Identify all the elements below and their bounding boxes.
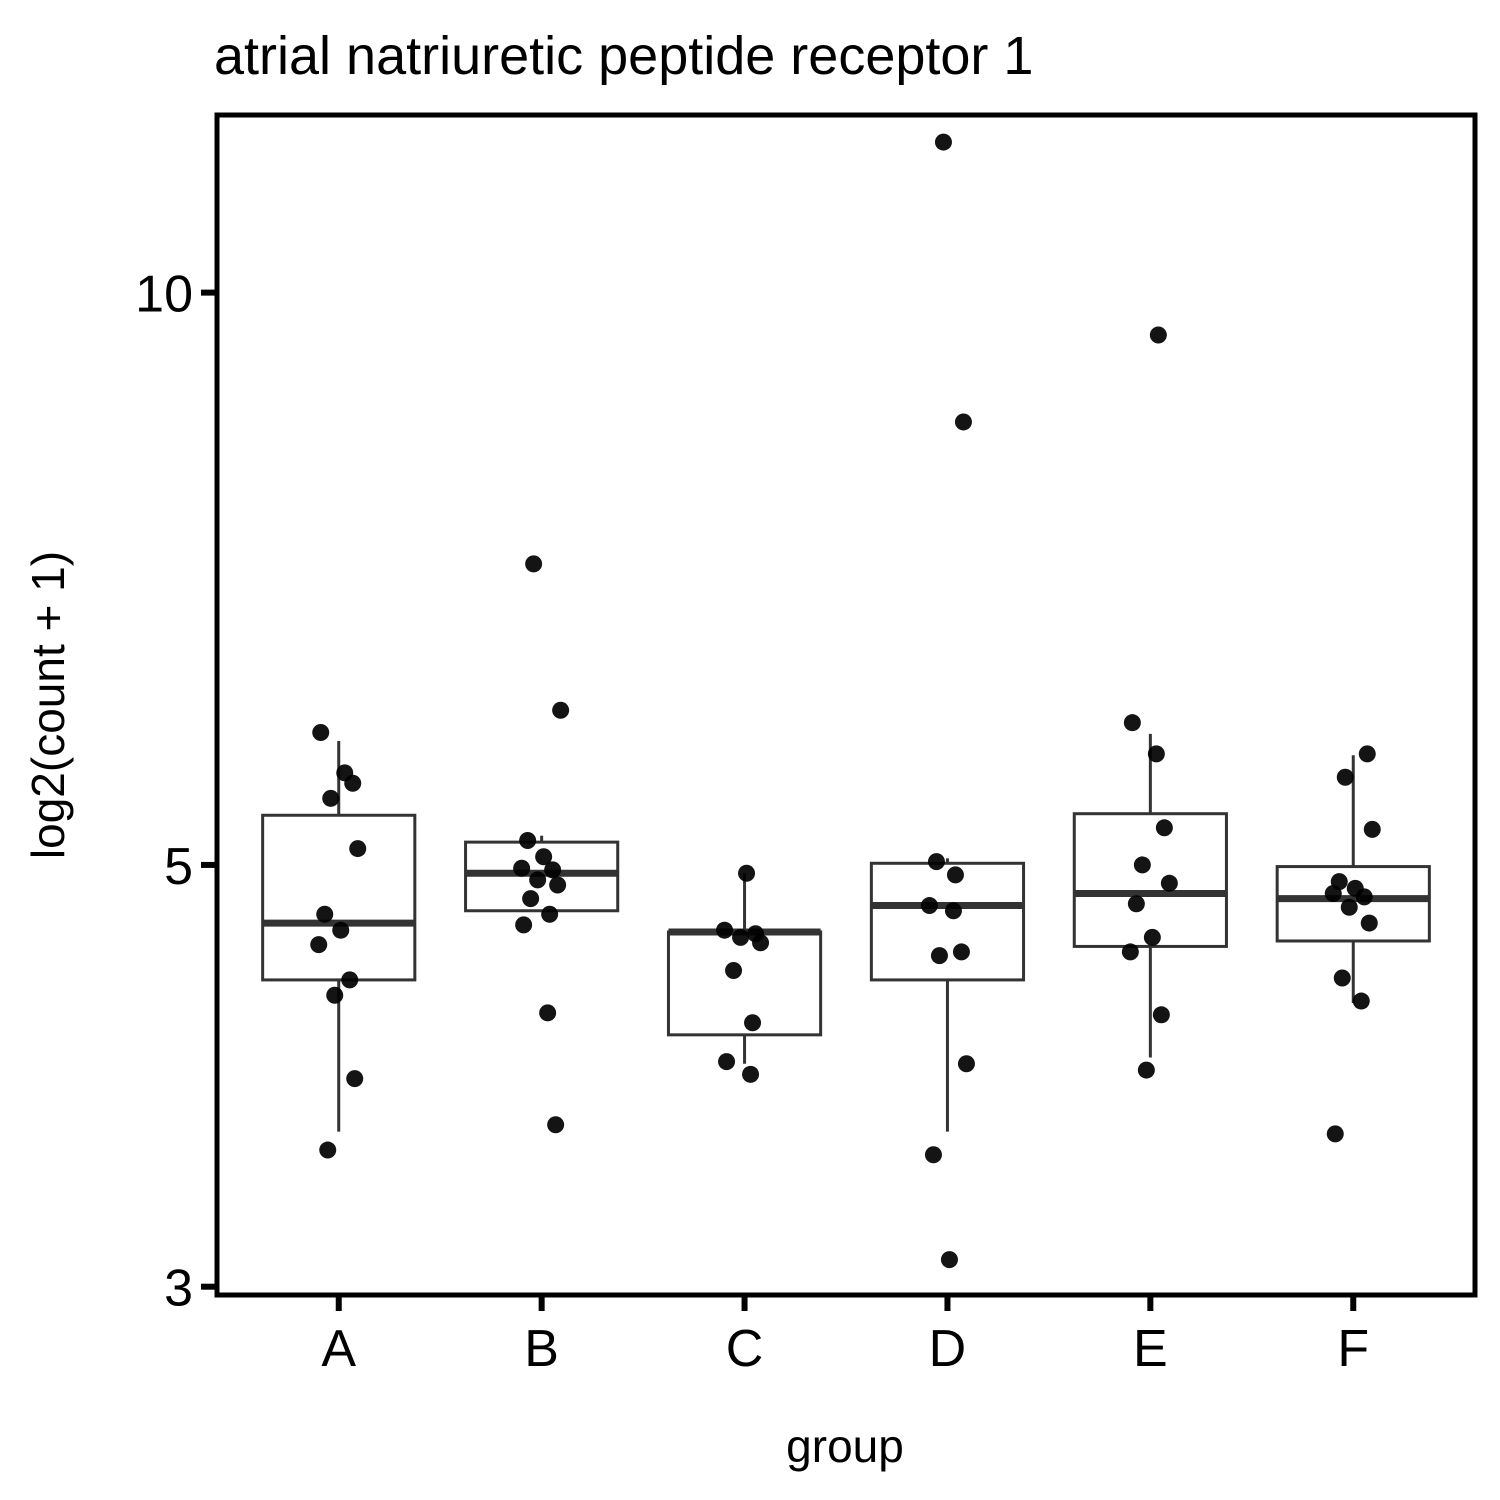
- axes: 3 5 10 A B C D E F: [135, 266, 1369, 1378]
- data-point: [326, 986, 344, 1004]
- data-point: [920, 897, 938, 915]
- points-A: [310, 723, 367, 1159]
- points-F: [1324, 745, 1381, 1143]
- data-point: [310, 936, 328, 954]
- data-point: [952, 943, 970, 961]
- data-point: [529, 871, 547, 889]
- data-point: [718, 1053, 736, 1071]
- x-tick-label: B: [524, 1320, 559, 1378]
- data-point: [346, 1070, 364, 1088]
- box-body: [261, 813, 417, 982]
- data-point: [1143, 928, 1161, 946]
- data-point: [541, 905, 559, 923]
- data-point: [946, 866, 964, 884]
- data-point: [1121, 943, 1139, 961]
- y-tick-label: 3: [164, 1260, 193, 1318]
- data-point: [515, 916, 533, 934]
- x-axis-title: group: [786, 1420, 904, 1472]
- data-point: [349, 840, 367, 858]
- data-point: [1147, 745, 1165, 763]
- data-point: [539, 1004, 557, 1022]
- data-point: [940, 1251, 958, 1269]
- data-point: [322, 789, 340, 807]
- data-point: [535, 848, 553, 866]
- data-point: [732, 928, 750, 946]
- box-F: [1275, 755, 1431, 1004]
- data-point: [552, 701, 570, 719]
- chart-title: atrial natriuretic peptide receptor 1: [214, 26, 1033, 86]
- data-point: [513, 859, 531, 877]
- data-point: [312, 723, 330, 741]
- data-point: [1326, 1125, 1344, 1143]
- y-tick-label: 10: [135, 266, 193, 324]
- data-point: [549, 876, 567, 894]
- data-point: [1324, 884, 1342, 902]
- x-tick-label: D: [929, 1320, 967, 1378]
- data-point: [1155, 819, 1173, 837]
- box-body: [1072, 812, 1228, 948]
- plot-border: [214, 112, 1478, 1298]
- data-point: [725, 961, 743, 979]
- data-point: [954, 413, 972, 431]
- data-point: [744, 1014, 762, 1032]
- data-point: [1160, 874, 1178, 892]
- data-point: [1127, 895, 1145, 913]
- points-B: [513, 555, 570, 1134]
- data-point: [930, 947, 948, 965]
- data-point: [944, 902, 962, 920]
- data-point: [344, 774, 362, 792]
- data-point: [519, 832, 537, 850]
- box-body: [869, 861, 1026, 982]
- data-point: [1336, 768, 1354, 786]
- data-point: [319, 1141, 337, 1159]
- data-point: [934, 133, 952, 151]
- plot-area: [261, 133, 1431, 1269]
- data-point: [1152, 1006, 1170, 1024]
- data-point: [522, 890, 540, 908]
- x-tick-label: F: [1337, 1320, 1369, 1378]
- data-point: [1358, 745, 1376, 763]
- data-point: [927, 853, 945, 871]
- data-point: [752, 934, 770, 952]
- data-point: [1355, 888, 1373, 906]
- data-point: [1340, 898, 1358, 916]
- data-point: [924, 1146, 942, 1164]
- box-body: [666, 930, 823, 1037]
- data-point: [1333, 969, 1351, 987]
- data-point: [1123, 714, 1141, 732]
- x-tick-label: A: [321, 1320, 356, 1378]
- data-point: [716, 921, 734, 939]
- data-point: [1137, 1061, 1155, 1079]
- data-point: [341, 971, 359, 989]
- box-A: [261, 740, 417, 1132]
- data-point: [332, 921, 350, 939]
- data-point: [738, 864, 756, 882]
- data-point: [525, 555, 543, 573]
- data-point: [1149, 326, 1167, 344]
- data-point: [1133, 856, 1151, 874]
- x-tick-label: E: [1133, 1320, 1168, 1378]
- box-C: [666, 873, 823, 1064]
- box-D: [869, 858, 1026, 1132]
- data-point: [1352, 992, 1370, 1010]
- y-tick-label: 5: [164, 838, 193, 896]
- data-point: [742, 1065, 760, 1083]
- points-D: [920, 133, 975, 1269]
- points-E: [1121, 326, 1178, 1079]
- data-point: [547, 1116, 565, 1134]
- points-C: [716, 864, 770, 1083]
- data-point: [1363, 820, 1381, 838]
- data-point: [1360, 914, 1378, 932]
- y-axis-title: log2(count + 1): [22, 551, 74, 859]
- data-point: [316, 905, 334, 923]
- box-E: [1072, 733, 1228, 1058]
- data-point: [544, 861, 562, 879]
- data-point: [957, 1055, 975, 1073]
- x-tick-label: C: [726, 1320, 764, 1378]
